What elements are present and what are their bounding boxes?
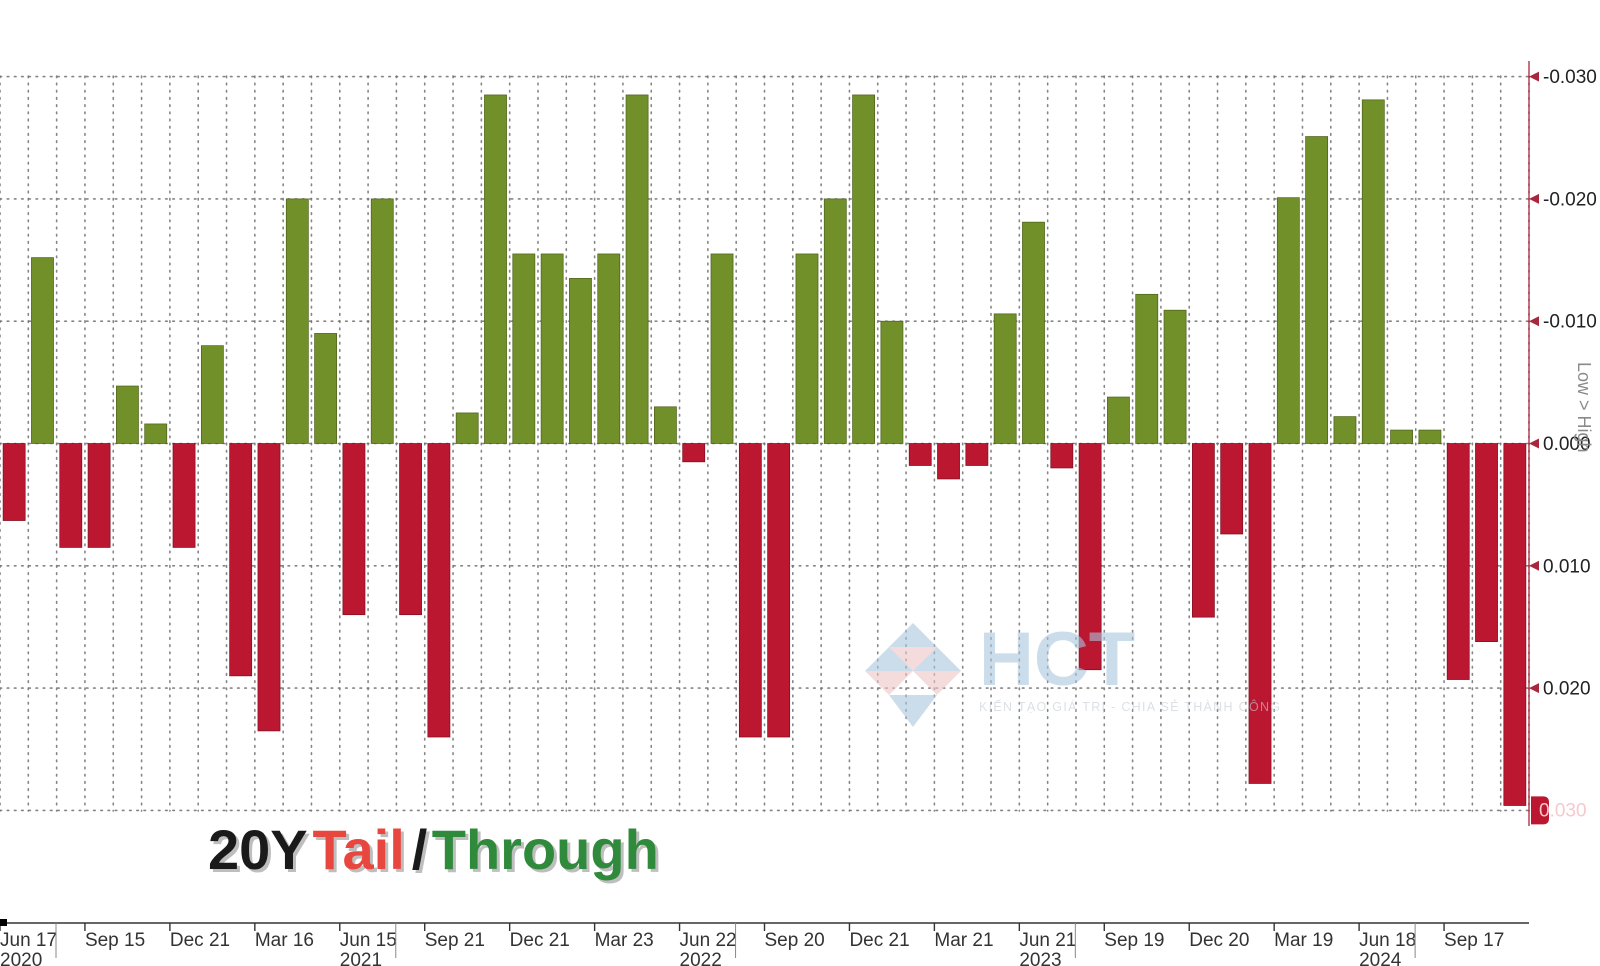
svg-text:Jun 22: Jun 22 [680, 930, 737, 951]
svg-text:Sep 21: Sep 21 [425, 930, 485, 951]
svg-text:Sep 17: Sep 17 [1444, 930, 1504, 951]
svg-text:2023: 2023 [1019, 950, 1061, 966]
svg-text:Mar 16: Mar 16 [255, 930, 314, 951]
svg-text:2020: 2020 [0, 950, 42, 966]
svg-text:Dec 21: Dec 21 [170, 930, 230, 951]
svg-text:/: / [412, 818, 428, 881]
svg-text:0.030: 0.030 [1539, 800, 1587, 821]
svg-text:Dec 20: Dec 20 [1189, 930, 1249, 951]
svg-text:Tail: Tail [312, 818, 404, 881]
svg-text:-0.010: -0.010 [1543, 312, 1597, 333]
svg-text:Sep 19: Sep 19 [1104, 930, 1164, 951]
svg-text:Dec 21: Dec 21 [510, 930, 570, 951]
svg-text:20Y: 20Y [208, 818, 308, 881]
svg-text:2021: 2021 [340, 950, 382, 966]
svg-text:HCT: HCT [979, 617, 1135, 702]
svg-text:Mar 19: Mar 19 [1274, 930, 1333, 951]
svg-text:2022: 2022 [680, 950, 722, 966]
svg-text:Dec 21: Dec 21 [849, 930, 909, 951]
svg-text:Low > High: Low > High [1574, 362, 1594, 453]
svg-text:-0.020: -0.020 [1543, 189, 1597, 210]
svg-text:Jun 21: Jun 21 [1019, 930, 1076, 951]
svg-text:-0.030: -0.030 [1543, 67, 1597, 88]
svg-text:Mar 23: Mar 23 [595, 930, 654, 951]
svg-text:2024: 2024 [1359, 950, 1402, 966]
svg-text:Mar 21: Mar 21 [934, 930, 993, 951]
svg-text:Jun 17: Jun 17 [0, 930, 57, 951]
svg-text:0.010: 0.010 [1543, 556, 1591, 577]
svg-text:Sep 20: Sep 20 [765, 930, 825, 951]
svg-text:0.020: 0.020 [1543, 679, 1591, 700]
svg-text:Jun 15: Jun 15 [340, 930, 397, 951]
svg-text:KIẾN TẠO GIÁ TRỊ - CHIA SẺ THÀ: KIẾN TẠO GIÁ TRỊ - CHIA SẺ THÀNH CÔNG [979, 699, 1281, 714]
svg-text:Through: Through [432, 818, 659, 881]
svg-text:Jun 18: Jun 18 [1359, 930, 1416, 951]
svg-text:Sep 15: Sep 15 [85, 930, 145, 951]
